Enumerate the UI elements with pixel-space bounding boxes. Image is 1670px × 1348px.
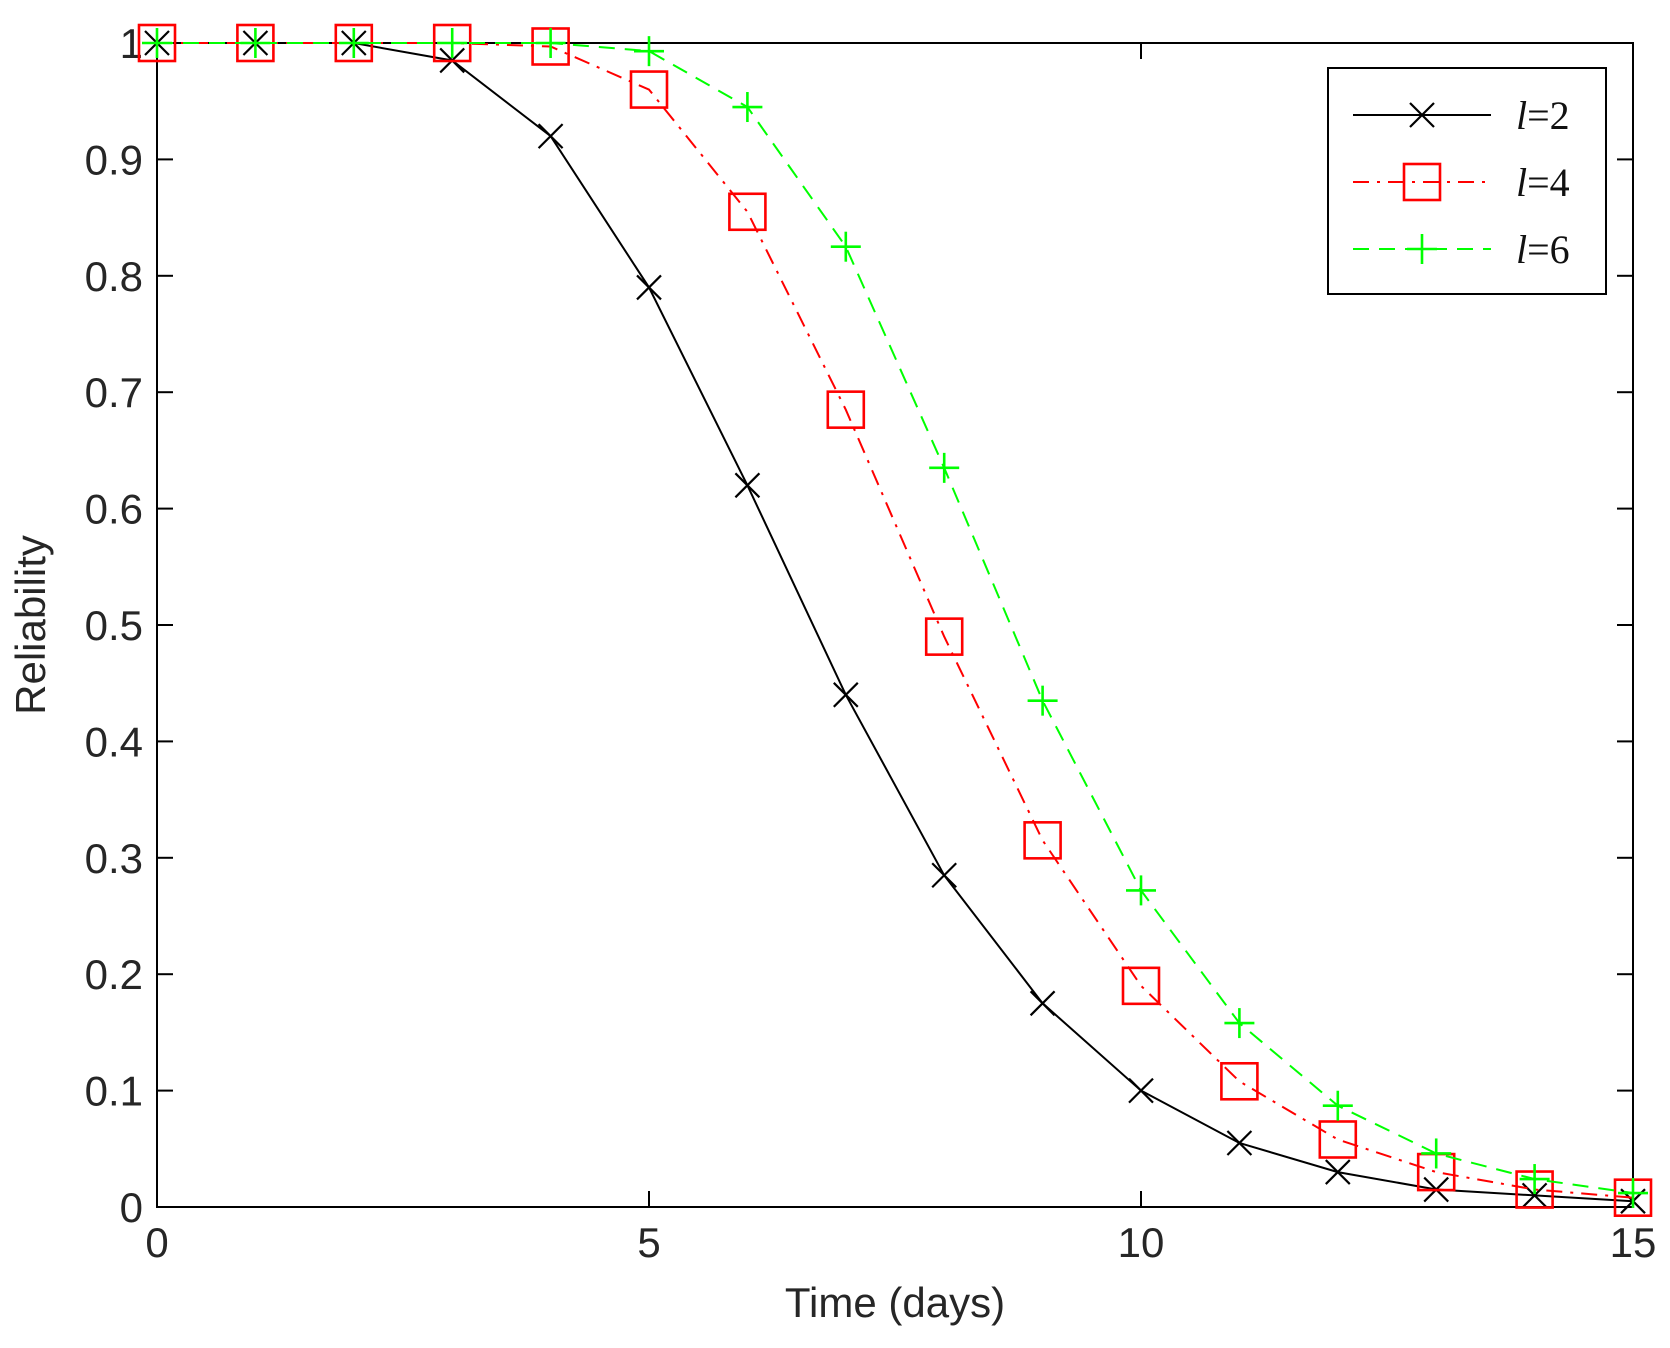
y-tick-label: 0.9 (85, 136, 143, 183)
x-tick-label: 10 (1118, 1219, 1165, 1266)
data-point (1325, 1159, 1351, 1185)
series-line (157, 42, 1634, 1203)
data-point (1618, 1178, 1648, 1209)
y-tick-label: 0.8 (85, 253, 143, 300)
y-tick-label: 0.1 (85, 1068, 143, 1115)
data-point (338, 28, 369, 58)
x-marker-stroke (931, 862, 957, 889)
legend-label-var: l (1516, 160, 1527, 205)
data-point (634, 36, 664, 67)
data-point (535, 28, 566, 58)
data-point (826, 390, 866, 429)
legend: l=2l=4l=6 (1327, 67, 1607, 295)
legend-label-value: =6 (1527, 227, 1570, 272)
data-point (1220, 1061, 1259, 1101)
data-point (931, 862, 957, 889)
y-tick-label: 0.6 (85, 486, 143, 533)
data-point (734, 472, 761, 499)
data-point (732, 92, 763, 123)
y-tick-label: 0.5 (85, 602, 143, 649)
data-point (728, 192, 767, 232)
data-point (929, 452, 960, 483)
data-point (1421, 1138, 1452, 1169)
data-point (629, 70, 669, 109)
data-point (833, 682, 859, 708)
y-tick-label: 0 (120, 1184, 143, 1231)
series-layer (137, 23, 1653, 1217)
data-point (1226, 1130, 1253, 1156)
data-point (437, 28, 468, 58)
x-marker-stroke (636, 274, 662, 301)
y-tick-labels: 0 0.1 0.2 0.3 0.4 0.5 0.6 0.7 0.8 0.9 1 (85, 20, 143, 1231)
data-point (1322, 1090, 1353, 1121)
data-point (1027, 685, 1058, 716)
series-l-6 (142, 28, 1648, 1209)
x-marker-stroke (1029, 990, 1056, 1017)
data-point (1126, 875, 1156, 906)
legend-label-var: l (1516, 93, 1527, 138)
data-point (636, 274, 662, 301)
x-marker-stroke (1325, 1159, 1351, 1185)
legend-marker (1402, 162, 1442, 202)
y-tick-label: 0.4 (85, 718, 143, 765)
x-marker-stroke (734, 472, 761, 499)
y-tick-label: 0.2 (85, 951, 143, 998)
data-point (537, 123, 564, 149)
y-tick-label: 0.3 (85, 835, 143, 882)
x-marker-stroke (1128, 1077, 1154, 1104)
legend-marker (1407, 234, 1437, 264)
legend-label: l=6 (1516, 227, 1570, 272)
x-tick-label: 0 (145, 1219, 168, 1266)
data-point (240, 28, 271, 58)
x-marker-stroke (1521, 1182, 1548, 1209)
data-point (1128, 1077, 1154, 1104)
data-point (137, 23, 177, 63)
x-axis-label: Time (days) (785, 1279, 1005, 1326)
x-marker-stroke (537, 123, 564, 149)
legend-label-value: =4 (1527, 160, 1570, 205)
series-line (157, 42, 1634, 1194)
data-point (830, 231, 861, 262)
y-tick-label: 0.7 (85, 369, 143, 416)
legend-label-var: l (1516, 227, 1527, 272)
y-tick-label: 1 (120, 20, 143, 67)
data-point (142, 28, 172, 58)
legend-label-value: =2 (1527, 93, 1570, 138)
data-point (1023, 821, 1062, 860)
data-point (924, 617, 964, 656)
data-point (1121, 966, 1161, 1006)
data-point (1029, 990, 1056, 1017)
legend-marker (1409, 102, 1435, 128)
x-marker-stroke (833, 682, 859, 708)
x-tick-label: 5 (637, 1219, 660, 1266)
x-tick-label: 15 (1610, 1219, 1657, 1266)
legend-label: l=2 (1516, 93, 1570, 138)
data-point (1224, 1008, 1255, 1039)
data-point (1318, 1120, 1358, 1159)
x-marker-stroke (1226, 1130, 1253, 1156)
x-marker-stroke (1409, 102, 1435, 128)
legend-label: l=4 (1516, 160, 1570, 205)
data-point (1519, 1164, 1550, 1195)
x-tick-labels: 0 5 10 15 (145, 1219, 1656, 1266)
y-axis-label: Reliability (7, 535, 54, 715)
